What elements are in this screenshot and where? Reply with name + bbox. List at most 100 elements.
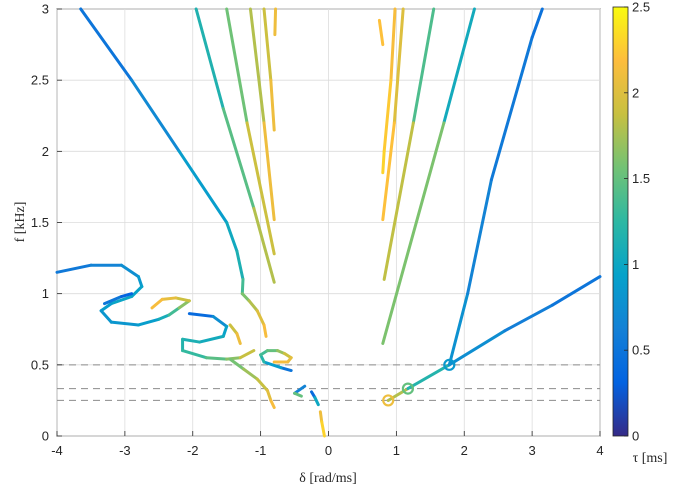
curve [381, 7, 476, 345]
curve-segment [235, 332, 242, 345]
curve-segment [228, 323, 239, 336]
colorbar-tick-label: 0.5 [632, 343, 650, 358]
curve-segment [381, 121, 446, 345]
curve-segment [242, 367, 259, 381]
marker-circle [382, 394, 395, 407]
curve [318, 410, 326, 438]
curve-segment [255, 377, 269, 392]
x-tick-label: -4 [51, 443, 63, 458]
markers [382, 358, 456, 407]
curve [228, 323, 242, 345]
x-tick-label: 2 [461, 443, 468, 458]
x-tick-label: 4 [596, 443, 603, 458]
curve [262, 7, 276, 132]
colorbar-ticks: 0 0.5 1 1.5 2 2.5 [624, 0, 650, 444]
curve-segment [194, 7, 225, 111]
curve-segment [99, 309, 113, 324]
curve-segment [235, 249, 245, 281]
curve-segment [489, 35, 534, 182]
curve-segment [269, 398, 276, 410]
colorbar-tick-label: 1.5 [632, 171, 650, 186]
y-axis-ticks: 0 0.5 1 1.5 2 2.5 3 [31, 2, 62, 444]
curve-segment [240, 277, 245, 296]
colorbar-tick-label: 1 [632, 257, 639, 272]
curve-segment [211, 314, 229, 328]
curve-segment [386, 387, 410, 402]
curve-segment [157, 313, 171, 321]
colorbar-label: τ [ms] [633, 451, 668, 466]
curve-segment [313, 396, 320, 407]
curve-segment [240, 292, 251, 303]
curve-segment [392, 7, 405, 125]
curve-segment [238, 349, 256, 360]
curve-segment [273, 7, 278, 37]
y-tick-label: 2.5 [31, 73, 49, 88]
curve-segment [293, 391, 303, 398]
curve-segment [245, 121, 276, 256]
curve-segment [79, 7, 134, 82]
curve [228, 357, 276, 410]
curve-segment [447, 329, 507, 367]
curve [248, 7, 276, 222]
curve-segment [119, 263, 140, 279]
curve-segment [160, 296, 178, 301]
curve-segment [381, 121, 396, 222]
y-axis-label: f [kHz] [13, 202, 28, 243]
curve [447, 7, 544, 367]
curve-segment [136, 317, 161, 327]
curve [310, 390, 320, 407]
colorbar [612, 6, 629, 437]
curve [293, 384, 307, 398]
curve-segment [262, 323, 268, 338]
y-tick-label: 3 [42, 2, 49, 17]
curve-segment [530, 7, 544, 39]
curve-segment [181, 337, 202, 344]
curve [181, 312, 256, 361]
curve-segment [119, 292, 134, 299]
curve-segment [255, 309, 266, 327]
curve [382, 7, 436, 281]
marker-circle [401, 382, 415, 395]
curve-segment [174, 296, 191, 303]
curve-segment [382, 121, 415, 281]
curve-segment [279, 366, 293, 373]
x-axis-label: δ [rad/ms] [299, 471, 357, 486]
curve-segment [204, 356, 229, 361]
y-tick-label: 0 [42, 429, 49, 444]
colorbar-tick-label: 0 [632, 429, 639, 444]
curve-segment [550, 275, 602, 307]
curve [194, 7, 276, 284]
y-tick-label: 0.5 [31, 357, 49, 372]
curve-segment [103, 295, 123, 306]
curve-segment [221, 324, 229, 338]
x-tick-label: 1 [393, 443, 400, 458]
curve-segment [130, 78, 181, 153]
curve [235, 249, 268, 338]
curve-segment [109, 295, 134, 306]
curve [377, 18, 385, 47]
curve-segment [55, 263, 93, 274]
curve-segment [262, 121, 276, 222]
curve-segment [406, 363, 451, 391]
curve-segment [99, 302, 113, 313]
curve-segment [225, 7, 249, 125]
curve-segment [269, 78, 276, 132]
curve-segment [389, 7, 397, 82]
y-tick-label: 2 [42, 144, 49, 159]
curve [225, 7, 276, 256]
reference-lines [57, 364, 600, 401]
curve-segment [109, 320, 140, 327]
curve-segment [265, 388, 273, 402]
curve [381, 7, 405, 222]
curve-segment [411, 7, 436, 125]
curve-segment [228, 357, 246, 371]
curve-segment [320, 420, 326, 438]
curve-segment [262, 7, 273, 82]
curve-segment [318, 410, 324, 424]
colorbar-tick-label: 2.5 [632, 0, 650, 15]
marker-circle [443, 358, 456, 371]
curve-segment [181, 349, 208, 360]
curve-segment [466, 178, 493, 296]
x-axis-ticks: -4 -3 -2 -1 0 1 2 3 4 [51, 431, 604, 458]
